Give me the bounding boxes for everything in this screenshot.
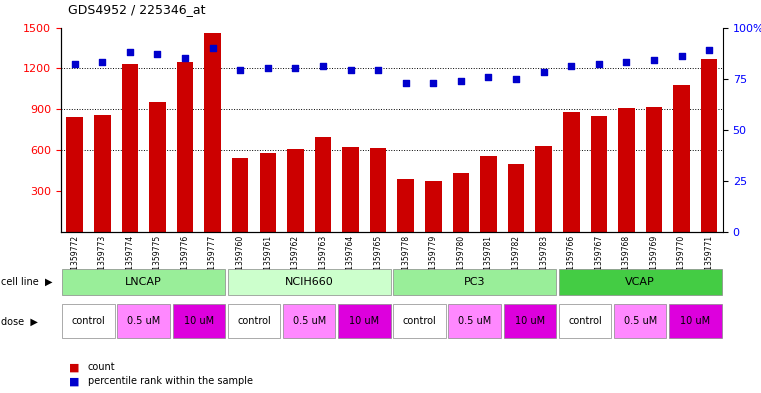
Bar: [228, 269, 390, 295]
Bar: [260, 153, 276, 232]
Text: 0.5 uM: 0.5 uM: [458, 316, 492, 326]
Bar: [94, 116, 110, 232]
Point: [510, 75, 522, 82]
Point: [68, 61, 81, 68]
Point: [262, 65, 274, 72]
Bar: [393, 269, 556, 295]
Text: 10 uM: 10 uM: [680, 316, 711, 326]
Bar: [563, 112, 580, 232]
Bar: [66, 118, 83, 232]
Bar: [448, 305, 501, 338]
Bar: [283, 305, 336, 338]
Point: [676, 53, 688, 59]
Bar: [287, 149, 304, 232]
Text: 0.5 uM: 0.5 uM: [292, 316, 326, 326]
Point: [289, 65, 301, 72]
Bar: [173, 305, 225, 338]
Bar: [669, 305, 721, 338]
Text: VCAP: VCAP: [626, 277, 655, 287]
Text: count: count: [88, 362, 115, 373]
Bar: [342, 147, 358, 232]
Bar: [591, 116, 607, 232]
Text: NCIH660: NCIH660: [285, 277, 333, 287]
Text: control: control: [237, 316, 271, 326]
Text: ■: ■: [68, 376, 79, 386]
Bar: [149, 103, 166, 232]
Point: [372, 67, 384, 73]
Text: control: control: [568, 316, 602, 326]
Bar: [480, 156, 497, 232]
Point: [593, 61, 605, 68]
Bar: [370, 148, 387, 232]
Bar: [559, 269, 721, 295]
Point: [234, 67, 247, 73]
Point: [620, 59, 632, 65]
Bar: [232, 158, 248, 232]
Bar: [62, 305, 115, 338]
Point: [455, 77, 467, 84]
Point: [206, 45, 218, 51]
Bar: [397, 179, 414, 232]
Bar: [535, 146, 552, 232]
Bar: [122, 64, 139, 232]
Text: 0.5 uM: 0.5 uM: [127, 316, 161, 326]
Bar: [508, 164, 524, 232]
Text: 10 uM: 10 uM: [183, 316, 214, 326]
Point: [703, 47, 715, 53]
Bar: [393, 305, 446, 338]
Text: GDS4952 / 225346_at: GDS4952 / 225346_at: [68, 3, 206, 16]
Text: percentile rank within the sample: percentile rank within the sample: [88, 376, 253, 386]
Bar: [614, 305, 667, 338]
Bar: [453, 173, 469, 232]
Point: [537, 69, 549, 75]
Text: ■: ■: [68, 362, 79, 373]
Bar: [117, 305, 170, 338]
Bar: [673, 85, 689, 232]
Point: [151, 51, 164, 57]
Point: [124, 49, 136, 55]
Text: PC3: PC3: [464, 277, 486, 287]
Text: control: control: [72, 316, 105, 326]
Bar: [204, 33, 221, 232]
Bar: [504, 305, 556, 338]
Point: [427, 79, 439, 86]
Text: dose  ▶: dose ▶: [1, 316, 37, 326]
Text: cell line  ▶: cell line ▶: [1, 277, 53, 287]
Point: [565, 63, 578, 70]
Text: 0.5 uM: 0.5 uM: [623, 316, 657, 326]
Bar: [62, 269, 225, 295]
Point: [96, 59, 108, 65]
Bar: [701, 59, 718, 232]
Point: [345, 67, 357, 73]
Bar: [228, 305, 280, 338]
Text: 10 uM: 10 uM: [514, 316, 545, 326]
Point: [400, 79, 412, 86]
Bar: [559, 305, 611, 338]
Point: [179, 55, 191, 61]
Text: control: control: [403, 316, 436, 326]
Point: [482, 73, 495, 80]
Bar: [314, 136, 331, 232]
Point: [648, 57, 660, 63]
Text: 10 uM: 10 uM: [349, 316, 380, 326]
Bar: [645, 107, 662, 232]
Bar: [338, 305, 390, 338]
Bar: [425, 182, 441, 232]
Point: [317, 63, 329, 70]
Text: LNCAP: LNCAP: [126, 277, 162, 287]
Bar: [177, 62, 193, 232]
Bar: [618, 108, 635, 232]
